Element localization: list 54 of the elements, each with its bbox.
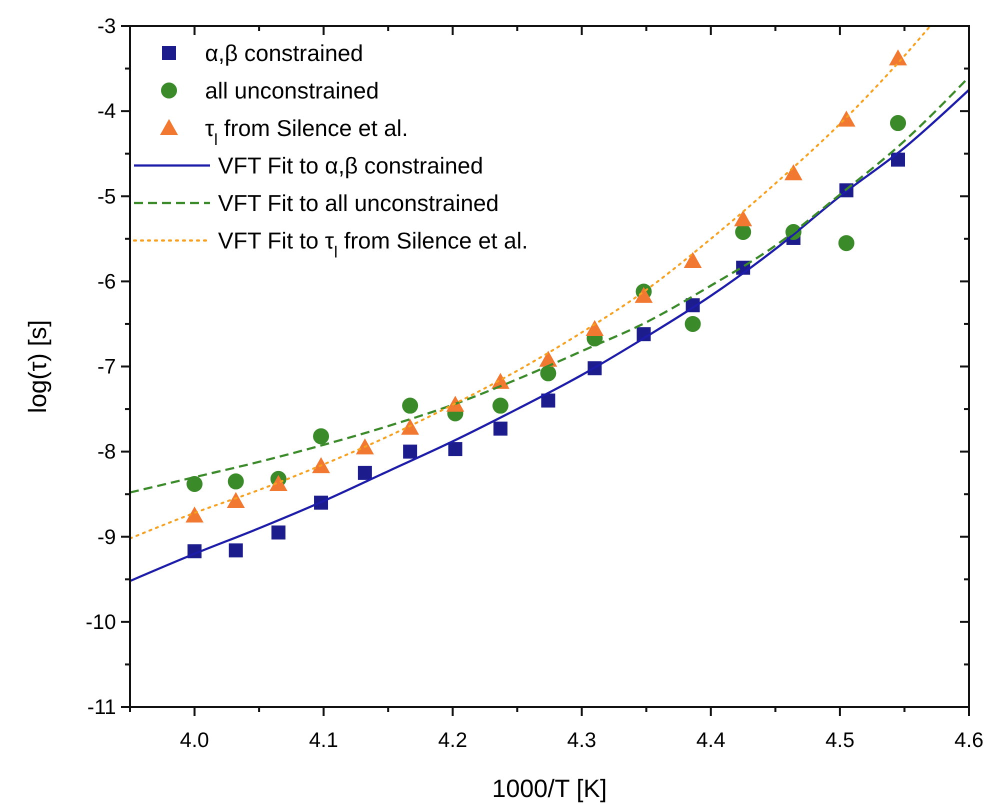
x-tick-label: 4.0 [180, 729, 210, 752]
x-tick-label: 4.2 [438, 729, 468, 752]
x-tick-label: 4.5 [825, 729, 855, 752]
point [493, 422, 508, 436]
point [228, 473, 244, 490]
y-tick-label: -5 [97, 185, 116, 208]
legend-label: VFT Fit to all unconstrained [218, 190, 499, 216]
point [186, 506, 204, 522]
point [313, 428, 330, 444]
y-tick-label: -8 [97, 440, 116, 464]
point [735, 224, 752, 240]
point [271, 525, 286, 540]
legend-label: VFT Fit to τ$_{l}$ from Silence et al. [218, 228, 528, 262]
line-series [130, 26, 932, 540]
x-tick-label: 4.6 [954, 729, 984, 752]
y-tick-label: -11 [87, 696, 116, 719]
y-axis-title: log(τ) [s] [24, 320, 52, 414]
legend-label: VFT Fit to α,β constrained [218, 152, 484, 178]
point [586, 320, 604, 336]
point [492, 398, 508, 414]
x-tick-label: 4.3 [567, 729, 596, 752]
x-axis-title: 1000/T [K] [492, 775, 607, 803]
point [448, 442, 462, 456]
x-tick-label: 4.4 [696, 729, 726, 752]
point [186, 476, 203, 492]
y-tick-label: -4 [97, 100, 116, 124]
y-tick-label: -3 [97, 15, 116, 38]
point [890, 115, 906, 132]
x-tick-label: 4.1 [309, 729, 338, 752]
legend-label: τ$_{l}$ from Silence et al. [205, 115, 408, 149]
point [269, 474, 288, 491]
point [228, 543, 243, 558]
point [684, 252, 702, 268]
point [734, 210, 752, 226]
y-tick-label: -9 [97, 526, 116, 549]
y-tick-label: -10 [86, 610, 116, 634]
point [684, 316, 701, 332]
y-tick-label: -6 [97, 270, 116, 294]
point [540, 365, 556, 382]
point [402, 398, 418, 414]
legend-label: α,β constrained [205, 40, 364, 66]
point [838, 235, 854, 252]
point [356, 438, 374, 454]
y-tick-label: -7 [97, 356, 116, 378]
point [226, 492, 245, 508]
point [784, 164, 802, 180]
point [403, 444, 418, 459]
point [541, 394, 556, 408]
point [401, 418, 420, 435]
point [312, 457, 330, 474]
point [358, 466, 372, 480]
legend-label: all unconstrained [205, 78, 379, 104]
point [889, 49, 908, 66]
point [634, 286, 653, 303]
